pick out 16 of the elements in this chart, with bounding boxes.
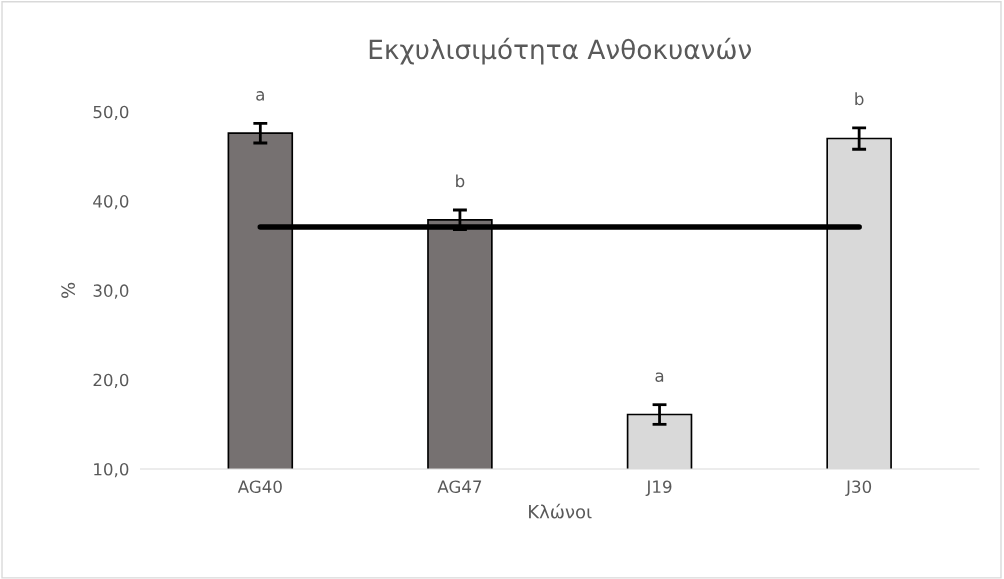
y-tick-label: 30,0: [93, 284, 129, 299]
x-tick-label: J30: [845, 480, 872, 497]
data-label: a: [655, 372, 664, 383]
data-label: b: [456, 174, 465, 188]
x-axis-title: Κλώνοι: [529, 503, 592, 519]
data-label: a: [256, 91, 264, 101]
y-tick-label: 10,0: [94, 462, 129, 478]
y-axis-title: %: [61, 282, 75, 298]
x-tick-label: AG40: [237, 480, 282, 493]
y-tick-label: 20,0: [93, 373, 129, 388]
x-tick-label: AG47: [437, 480, 482, 493]
x-tick-label: J19: [645, 480, 672, 497]
chart-title: Εκχυλισιμότητα Ανθοκυανών: [369, 37, 752, 65]
data-label: b: [855, 92, 864, 106]
y-tick-label: 50,0: [93, 105, 129, 121]
y-tick-label: 40,0: [93, 195, 129, 210]
